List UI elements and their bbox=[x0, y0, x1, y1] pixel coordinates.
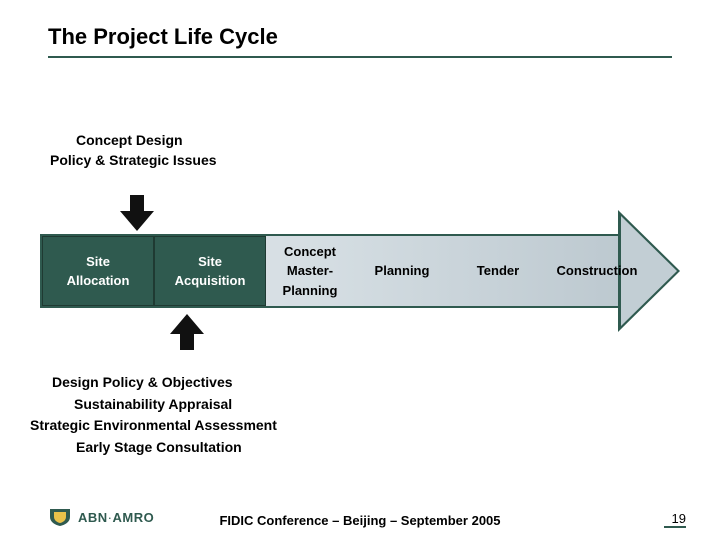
phase-label: Planning bbox=[266, 281, 354, 301]
lower-label-block: Design Policy & Objectives Sustainabilit… bbox=[28, 372, 277, 459]
phase-row: Site Allocation Site Acquisition Concept… bbox=[42, 236, 648, 306]
phase-tender: Tender bbox=[450, 236, 546, 306]
phase-label: Acquisition bbox=[155, 271, 265, 291]
lower-label-4: Early Stage Consultation bbox=[28, 437, 277, 459]
phase-site-acquisition: Site Acquisition bbox=[154, 236, 266, 306]
lower-label-1: Design Policy & Objectives bbox=[28, 372, 277, 394]
phase-label: Planning bbox=[354, 261, 450, 281]
phase-label: Tender bbox=[450, 261, 546, 281]
upper-label-2: Policy & Strategic Issues bbox=[50, 150, 217, 170]
up-arrow-icon bbox=[170, 314, 204, 350]
footer: FIDIC Conference – Beijing – September 2… bbox=[0, 513, 720, 528]
page-number: 19 bbox=[672, 511, 686, 526]
footer-text: FIDIC Conference – Beijing – September 2… bbox=[0, 513, 720, 528]
upper-label-block: Concept Design Policy & Strategic Issues bbox=[50, 130, 217, 171]
phase-planning: Planning bbox=[354, 236, 450, 306]
title-underline bbox=[48, 56, 672, 58]
phase-label: Construction bbox=[546, 261, 648, 281]
down-arrow-icon bbox=[120, 195, 154, 231]
phase-label: Concept bbox=[266, 242, 354, 262]
phase-site-allocation: Site Allocation bbox=[42, 236, 154, 306]
lower-label-2: Sustainability Appraisal bbox=[28, 394, 277, 416]
phase-label: Site bbox=[155, 252, 265, 272]
phase-construction: Construction bbox=[546, 236, 648, 306]
phase-label: Site bbox=[43, 252, 153, 272]
slide-title: The Project Life Cycle bbox=[48, 24, 672, 50]
page-number-underline bbox=[664, 526, 686, 528]
phase-label: Master- bbox=[266, 261, 354, 281]
phase-label: Allocation bbox=[43, 271, 153, 291]
upper-label-1: Concept Design bbox=[50, 130, 217, 150]
phase-concept-masterplanning: Concept Master- Planning bbox=[266, 236, 354, 306]
lower-label-3: Strategic Environmental Assessment bbox=[28, 415, 277, 437]
